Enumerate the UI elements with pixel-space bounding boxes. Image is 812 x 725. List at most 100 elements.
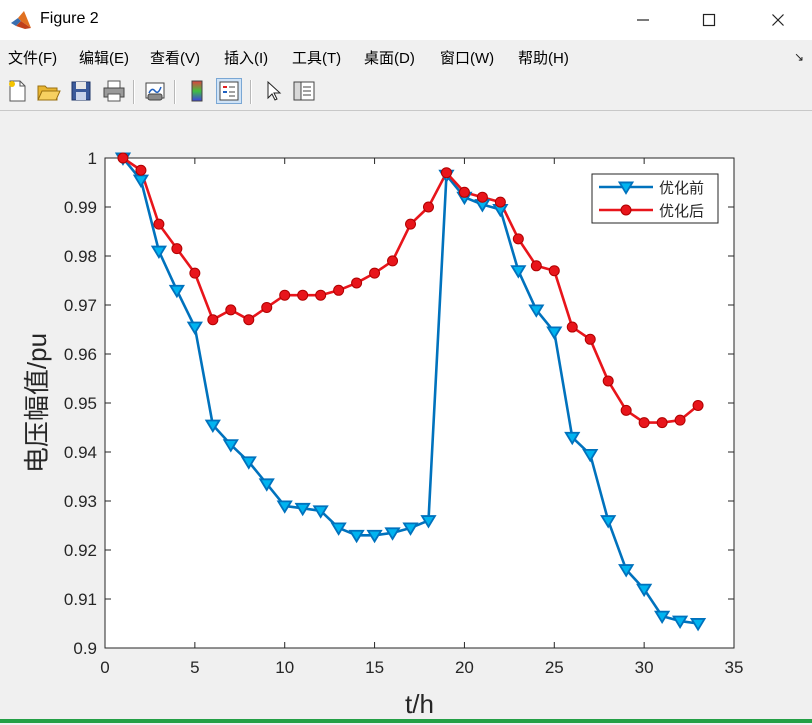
minimize-button[interactable] [620, 0, 666, 40]
data-point-series-2 [135, 164, 147, 176]
close-icon [772, 13, 784, 26]
legend-marker-1 [617, 181, 635, 195]
data-point-series-1 [546, 326, 563, 340]
data-point-series-2 [692, 399, 704, 411]
x-axis-label: t/h [405, 689, 434, 719]
matlab-logo-icon [11, 11, 31, 29]
y-tick-label: 0.94 [64, 443, 97, 462]
menu-window[interactable]: 窗口(W) [440, 50, 495, 67]
menu-help[interactable]: 帮助(H) [518, 50, 569, 67]
data-point-series-2 [297, 289, 309, 301]
dock-arrow-icon[interactable]: ↘ [793, 50, 804, 64]
data-point-series-1 [150, 245, 168, 260]
y-tick-label: 0.98 [64, 247, 97, 266]
data-point-series-1 [618, 564, 635, 578]
data-point-series-1 [402, 522, 419, 536]
data-point-series-1 [600, 515, 617, 529]
data-point-series-1 [222, 439, 239, 453]
menu-view[interactable]: 查看(V) [150, 50, 200, 67]
menu-edit[interactable]: 编辑(E) [79, 50, 129, 67]
data-point-series-2 [171, 243, 183, 255]
data-point-series-1 [420, 515, 437, 529]
data-point-series-1 [294, 502, 311, 517]
title-bar: Figure 2 [0, 0, 812, 40]
y-tick-label: 1 [88, 149, 97, 168]
y-tick-label: 0.92 [64, 541, 97, 560]
data-point-series-2 [566, 321, 578, 333]
y-tick-label: 0.93 [64, 492, 97, 511]
legend-marker-2 [620, 204, 632, 216]
x-tick-label: 25 [545, 658, 564, 677]
menu-tools[interactable]: 工具(T) [292, 50, 342, 67]
x-tick-label: 30 [635, 658, 654, 677]
save-icon[interactable] [68, 78, 94, 104]
data-point-series-1 [240, 456, 257, 470]
data-point-series-1 [636, 583, 653, 598]
data-point-series-2 [189, 267, 201, 279]
x-tick-label: 15 [365, 658, 384, 677]
legend-label-1: 优化前 [659, 180, 704, 197]
pointer-icon[interactable] [260, 78, 286, 104]
data-point-series-1 [168, 284, 185, 299]
y-axis-label: 电压幅值/pu [22, 333, 52, 473]
data-point-series-1 [582, 448, 599, 463]
data-point-series-1 [186, 321, 203, 335]
property-inspector-icon[interactable] [291, 78, 317, 104]
open-file-icon[interactable] [35, 78, 61, 104]
data-point-series-2 [369, 267, 381, 279]
y-tick-label: 0.9 [73, 639, 97, 658]
data-point-series-2 [584, 333, 596, 345]
data-point-series-2 [279, 289, 291, 301]
data-point-series-2 [351, 277, 363, 289]
print-icon[interactable] [101, 78, 127, 104]
data-point-series-2 [405, 218, 417, 230]
data-point-series-2 [225, 304, 237, 316]
y-tick-label: 0.91 [64, 590, 97, 609]
menu-insert[interactable]: 插入(I) [224, 50, 269, 67]
window-title: Figure 2 [40, 10, 99, 27]
data-point-series-2 [494, 196, 506, 208]
status-strip [0, 719, 812, 723]
colorbar-icon[interactable] [184, 78, 210, 104]
data-point-series-2 [512, 233, 524, 245]
data-point-series-2 [530, 260, 542, 272]
voltage-line-chart: 0 5 10 15 20 25 30 35 0.9 0.91 0.92 0.93 0.94 0.95 0.9… [22, 149, 744, 719]
data-point-series-1 [276, 500, 293, 514]
data-point-series-1 [348, 529, 365, 544]
y-tick-label: 0.95 [64, 394, 97, 413]
data-point-series-1 [564, 431, 581, 446]
data-point-series-2 [243, 314, 255, 326]
y-tick-label: 0.99 [64, 198, 97, 217]
data-point-series-1 [654, 610, 671, 625]
data-point-series-1 [258, 478, 275, 492]
new-figure-icon[interactable] [4, 78, 30, 104]
menu-file[interactable]: 文件(F) [8, 50, 58, 67]
data-point-series-2 [117, 152, 129, 164]
legend-icon[interactable] [216, 78, 242, 104]
data-point-series-2 [261, 301, 273, 313]
data-point-series-2 [602, 375, 614, 387]
figure-canvas: 0 5 10 15 20 25 30 35 0.9 0.91 0.92 0.93 0.94 0.95 0.9… [0, 111, 812, 720]
data-point-series-1 [312, 505, 329, 519]
maximize-button[interactable] [686, 0, 732, 40]
data-point-series-1 [689, 618, 707, 632]
minimize-icon [637, 19, 649, 21]
legend-label-2: 优化后 [659, 203, 704, 220]
data-point-series-2 [458, 186, 470, 198]
x-tick-label: 5 [190, 658, 199, 677]
data-point-series-2 [656, 417, 668, 429]
data-point-series-2 [422, 201, 434, 213]
maximize-icon [702, 13, 716, 26]
data-point-series-1 [510, 265, 527, 279]
close-button[interactable] [755, 0, 801, 40]
x-tick-label: 35 [725, 658, 744, 677]
data-point-series-1 [366, 529, 383, 544]
menu-desktop[interactable]: 桌面(D) [364, 50, 415, 67]
data-point-series-1 [671, 615, 689, 629]
link-plot-icon[interactable] [142, 78, 168, 104]
toolbar [0, 74, 812, 111]
data-point-series-1 [204, 419, 221, 433]
x-tick-label: 10 [275, 658, 294, 677]
x-tick-label: 0 [100, 658, 109, 677]
